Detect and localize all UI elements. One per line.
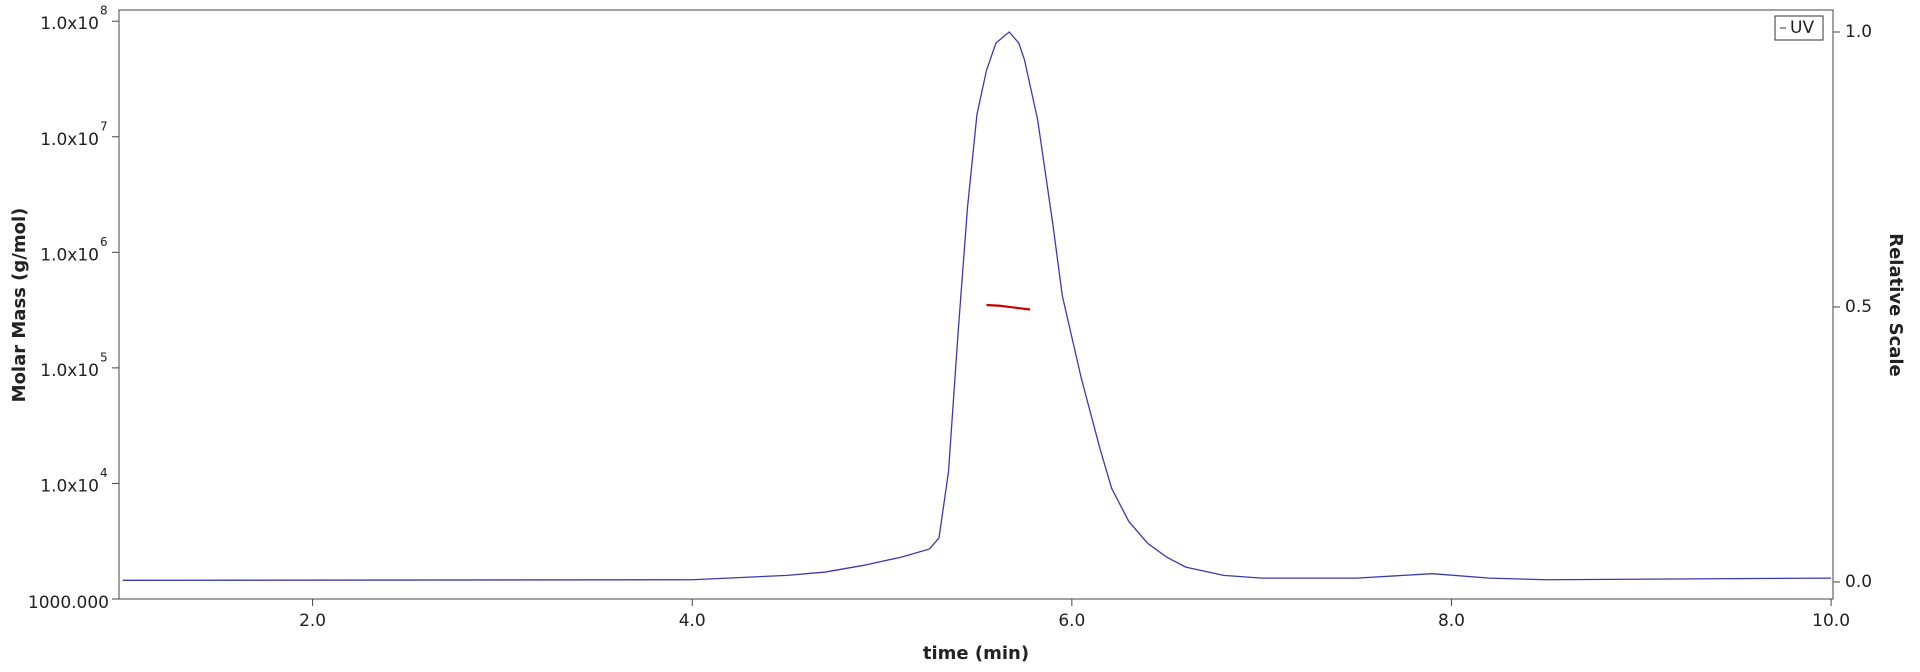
y2-tick-label: 1.0 bbox=[1845, 22, 1872, 42]
y-tick-label: 1.0x10 bbox=[40, 361, 99, 381]
y2-tick-label: 0.0 bbox=[1845, 572, 1872, 592]
series-line bbox=[986, 303, 1031, 311]
plot-frame bbox=[118, 9, 1834, 600]
y-tick-label: 1.0x10 bbox=[40, 130, 99, 150]
x-tick-label: 2.0 bbox=[299, 611, 326, 631]
y-tick-exponent: 4 bbox=[100, 466, 108, 480]
y-tick-exponent: 5 bbox=[100, 350, 108, 364]
y-tick-exponent: 8 bbox=[100, 4, 108, 18]
legend-label: UV bbox=[1790, 18, 1814, 38]
y2-tick-label: 0.5 bbox=[1845, 297, 1872, 317]
y-tick-label: 1000.000 bbox=[28, 593, 109, 613]
legend: UV bbox=[1774, 15, 1824, 41]
x-tick-label: 6.0 bbox=[1058, 611, 1085, 631]
y-tick-label: 1.0x10 bbox=[40, 245, 99, 265]
y-tick-label: 1.0x10 bbox=[40, 476, 99, 496]
x-tick-label: 8.0 bbox=[1438, 611, 1465, 631]
y-tick-exponent: 6 bbox=[100, 235, 108, 249]
x-tick-label: 4.0 bbox=[679, 611, 706, 631]
series-line bbox=[122, 31, 1832, 581]
y2-axis-title: Relative Scale bbox=[1885, 233, 1906, 377]
y-tick-exponent: 7 bbox=[100, 119, 108, 133]
x-axis-title: time (min) bbox=[923, 643, 1029, 664]
y-axis-title: Molar Mass (g/mol) bbox=[9, 208, 30, 403]
x-tick-label: 10.0 bbox=[1812, 611, 1850, 631]
y-tick-label: 1.0x10 bbox=[40, 14, 99, 34]
